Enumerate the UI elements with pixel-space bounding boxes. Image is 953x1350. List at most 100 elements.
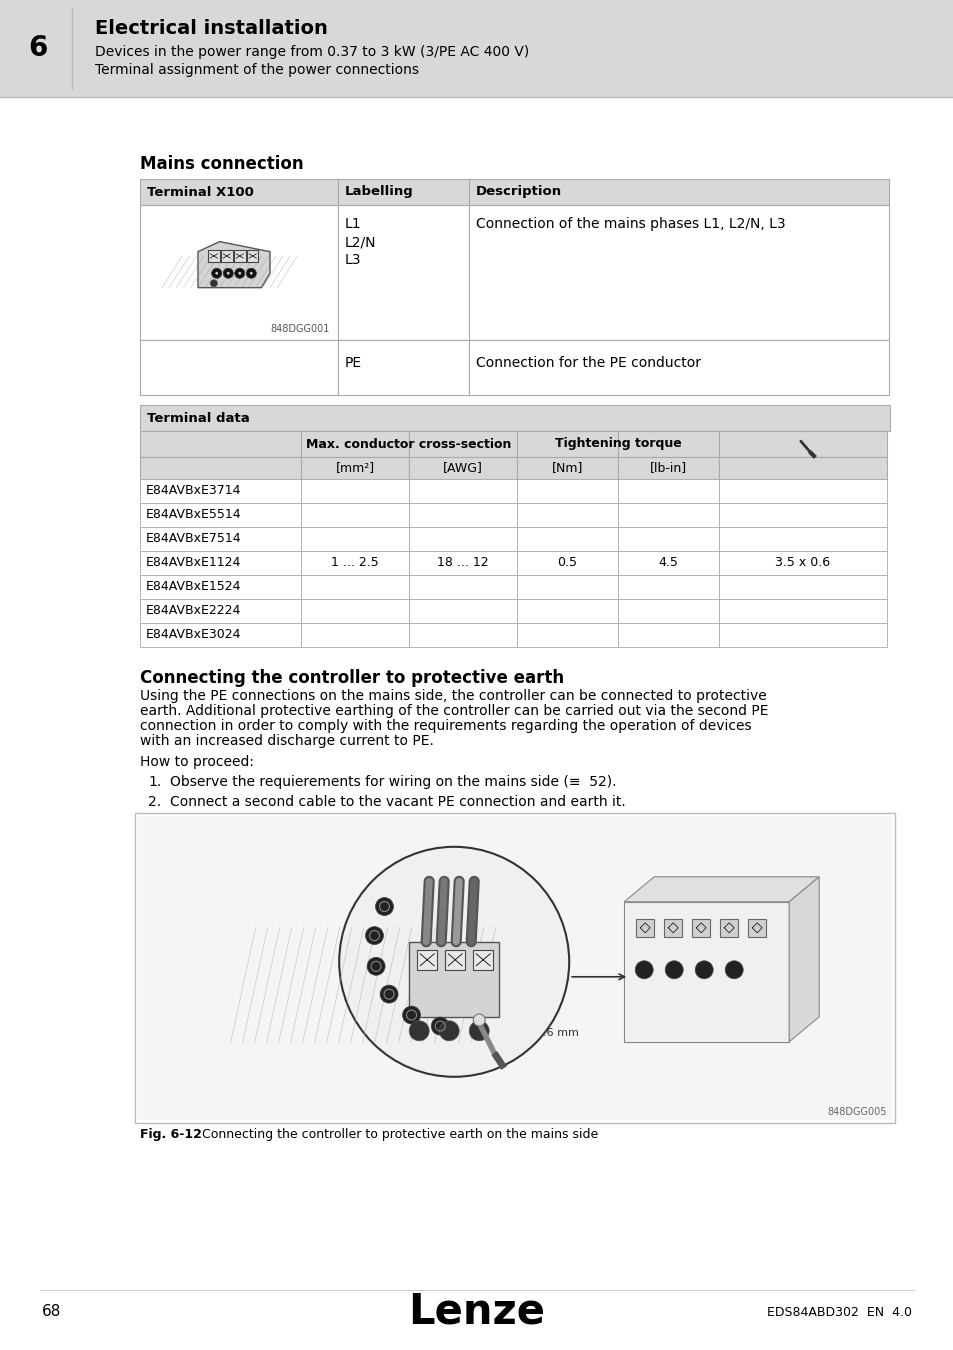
FancyBboxPatch shape [719,431,886,458]
Text: L2/N: L2/N [345,235,376,248]
FancyBboxPatch shape [618,504,719,526]
FancyBboxPatch shape [719,504,886,526]
FancyBboxPatch shape [140,180,337,205]
FancyBboxPatch shape [623,902,788,1042]
Text: PE: PE [345,356,362,370]
Circle shape [695,961,713,979]
Circle shape [246,269,256,278]
FancyBboxPatch shape [301,599,409,622]
FancyBboxPatch shape [618,575,719,599]
FancyBboxPatch shape [409,942,498,1017]
FancyBboxPatch shape [719,622,886,647]
Text: Terminal assignment of the power connections: Terminal assignment of the power connect… [95,63,418,77]
FancyBboxPatch shape [517,526,618,551]
Text: Connection of the mains phases L1, L2/N, L3: Connection of the mains phases L1, L2/N,… [476,217,785,231]
Text: Connecting the controller to protective earth: Connecting the controller to protective … [140,670,563,687]
Text: Connecting the controller to protective earth on the mains side: Connecting the controller to protective … [202,1129,598,1141]
FancyBboxPatch shape [618,458,719,479]
FancyBboxPatch shape [337,205,469,340]
FancyBboxPatch shape [140,405,889,431]
Text: 2.: 2. [148,795,161,809]
Text: E84AVBxE3024: E84AVBxE3024 [146,629,241,641]
Text: Mains connection: Mains connection [140,155,303,173]
FancyBboxPatch shape [618,622,719,647]
FancyBboxPatch shape [233,250,245,262]
Text: Using the PE connections on the mains side, the controller can be connected to p: Using the PE connections on the mains si… [140,688,766,703]
FancyBboxPatch shape [719,458,886,479]
FancyBboxPatch shape [517,431,618,458]
FancyBboxPatch shape [409,599,517,622]
FancyBboxPatch shape [469,205,888,340]
FancyBboxPatch shape [140,504,301,526]
Text: [mm²]: [mm²] [335,462,375,474]
Circle shape [215,271,218,274]
Text: E84AVBxE1524: E84AVBxE1524 [146,580,241,594]
FancyBboxPatch shape [445,950,465,969]
FancyBboxPatch shape [140,340,337,396]
FancyBboxPatch shape [409,526,517,551]
Text: E84AVBxE5514: E84AVBxE5514 [146,509,241,521]
Text: Lenze: Lenze [408,1291,545,1332]
FancyBboxPatch shape [409,479,517,504]
FancyBboxPatch shape [747,919,765,937]
FancyBboxPatch shape [719,599,886,622]
FancyBboxPatch shape [140,205,337,340]
Circle shape [210,279,217,288]
FancyBboxPatch shape [135,813,894,1123]
Polygon shape [198,242,270,288]
FancyBboxPatch shape [301,479,409,504]
Circle shape [367,957,385,975]
FancyBboxPatch shape [473,950,493,969]
FancyBboxPatch shape [140,526,301,551]
FancyBboxPatch shape [719,479,886,504]
Text: Devices in the power range from 0.37 to 3 kW (3/PE AC 400 V): Devices in the power range from 0.37 to … [95,45,529,59]
Text: E84AVBxE2224: E84AVBxE2224 [146,605,241,617]
FancyBboxPatch shape [140,479,301,504]
Text: EDS84ABD302  EN  4.0: EDS84ABD302 EN 4.0 [766,1305,911,1319]
Text: E84AVBxE1124: E84AVBxE1124 [146,556,241,570]
Circle shape [438,1021,458,1041]
FancyBboxPatch shape [517,622,618,647]
FancyBboxPatch shape [618,526,719,551]
FancyBboxPatch shape [517,575,618,599]
Text: 18 ... 12: 18 ... 12 [436,556,488,570]
Text: [AWG]: [AWG] [442,462,482,474]
Circle shape [724,961,742,979]
FancyBboxPatch shape [337,180,469,205]
FancyBboxPatch shape [517,504,618,526]
Text: E84AVBxE3714: E84AVBxE3714 [146,485,241,498]
Circle shape [409,1021,429,1041]
FancyBboxPatch shape [719,526,886,551]
Circle shape [223,269,233,278]
FancyBboxPatch shape [140,431,301,458]
FancyBboxPatch shape [301,551,409,575]
FancyBboxPatch shape [409,504,517,526]
Text: 0.5: 0.5 [557,556,577,570]
Circle shape [238,271,241,274]
Polygon shape [788,876,819,1042]
Circle shape [365,926,383,945]
Text: earth. Additional protective earthing of the controller can be carried out via t: earth. Additional protective earthing of… [140,703,768,718]
FancyBboxPatch shape [301,504,409,526]
Text: Connect a second cable to the vacant PE connection and earth it.: Connect a second cable to the vacant PE … [170,795,625,809]
Text: 848DGG001: 848DGG001 [271,324,330,333]
Text: 848DGG005: 848DGG005 [826,1107,886,1116]
Text: Fig. 6-12: Fig. 6-12 [140,1129,202,1141]
Text: 4.5: 4.5 [658,556,678,570]
FancyBboxPatch shape [469,340,888,396]
FancyBboxPatch shape [517,479,618,504]
Circle shape [469,1021,489,1041]
Text: Electrical installation: Electrical installation [95,19,328,38]
FancyBboxPatch shape [140,458,301,479]
FancyBboxPatch shape [409,431,517,458]
FancyBboxPatch shape [409,458,517,479]
Text: 6: 6 [29,35,48,62]
FancyBboxPatch shape [208,250,219,262]
FancyBboxPatch shape [692,919,709,937]
Text: How to proceed:: How to proceed: [140,755,253,770]
Circle shape [402,1006,420,1025]
Text: L3: L3 [345,252,361,267]
FancyBboxPatch shape [140,575,301,599]
Text: 3.5×0.6 mm: 3.5×0.6 mm [509,1027,578,1038]
Polygon shape [623,876,819,902]
